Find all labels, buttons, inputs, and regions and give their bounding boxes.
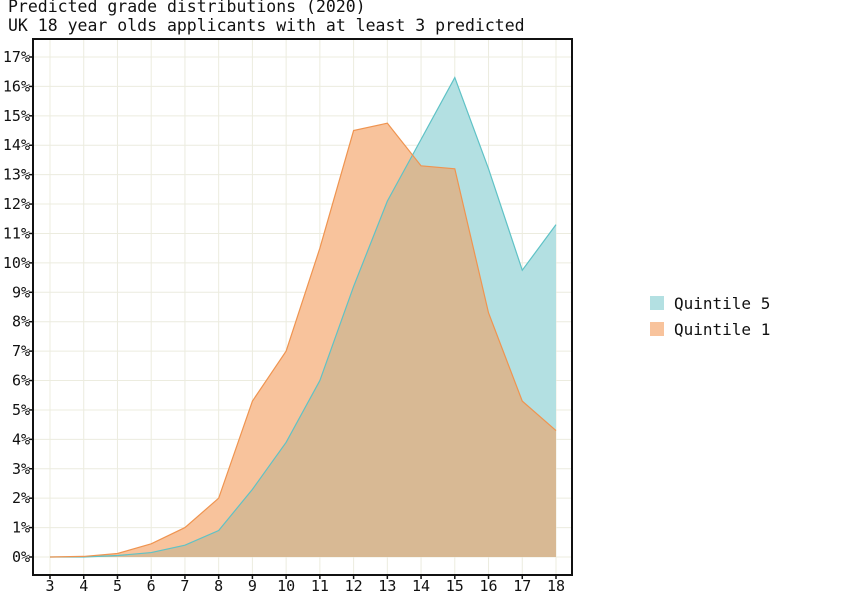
- y-tick-label: 16%: [3, 77, 30, 95]
- area-overlap: [50, 123, 556, 557]
- x-tick-label: 11: [311, 577, 329, 595]
- x-tick-label: 6: [147, 577, 156, 595]
- y-tick-label: 10%: [3, 254, 30, 272]
- axis-layer: 0% 1% 2% 3% 4% 5% 6% 7% 8% 9% 10% 11% 12% 13% 14% 15% 16…: [3, 38, 573, 595]
- x-tick-label: 16: [480, 577, 498, 595]
- x-tick-label: 4: [79, 577, 88, 595]
- x-tick-label: 15: [446, 577, 464, 595]
- plot-frame: [32, 38, 573, 576]
- legend-item-quintile-1[interactable]: Quintile 1: [650, 316, 770, 342]
- y-tick-label: 15%: [3, 107, 30, 125]
- y-tick-label: 6%: [12, 372, 30, 390]
- legend: Quintile 5 Quintile 1: [650, 290, 770, 342]
- x-tick-label: 13: [378, 577, 396, 595]
- x-tick-label: 12: [345, 577, 363, 595]
- x-tick-label: 10: [277, 577, 295, 595]
- x-tick-label: 14: [412, 577, 430, 595]
- y-tick-label: 17%: [3, 48, 30, 66]
- y-tick-label: 12%: [3, 195, 30, 213]
- legend-swatch-quintile-1: [650, 322, 664, 336]
- y-tick-label: 9%: [12, 283, 30, 301]
- y-tick-label: 8%: [12, 313, 30, 331]
- y-tick-label: 5%: [12, 401, 30, 419]
- y-tick-label: 4%: [12, 430, 30, 448]
- x-tick-label: 3: [45, 577, 54, 595]
- x-tick-label: 9: [248, 577, 257, 595]
- x-tick-label: 17: [513, 577, 531, 595]
- y-tick-label: 7%: [12, 342, 30, 360]
- x-tick-label: 18: [547, 577, 565, 595]
- legend-label-quintile-5: Quintile 5: [674, 293, 771, 313]
- chart-title: Predicted grade distributions (2020): [8, 0, 366, 16]
- y-tick-label: 1%: [12, 519, 30, 537]
- line-quintile-5: [50, 76, 557, 558]
- legend-swatch-quintile-5: [650, 296, 664, 310]
- x-tick-label: 8: [214, 577, 223, 595]
- x-tick-label: 5: [113, 577, 122, 595]
- y-tick-label: 3%: [12, 460, 30, 478]
- line-quintile-1: [49, 122, 557, 558]
- chart-subtitle: UK 18 year olds applicants with at least…: [8, 16, 525, 35]
- x-tick-label: 7: [180, 577, 189, 595]
- area-layer: [49, 76, 557, 558]
- y-tick-label: 0%: [12, 548, 30, 566]
- y-tick-label: 2%: [12, 489, 30, 507]
- legend-label-quintile-1: Quintile 1: [674, 319, 771, 339]
- y-tick-label: 13%: [3, 166, 30, 184]
- y-tick-label: 14%: [3, 136, 30, 154]
- legend-item-quintile-5[interactable]: Quintile 5: [650, 290, 770, 316]
- title-block: Predicted grade distributions (2020) UK …: [8, 0, 525, 35]
- y-tick-label: 11%: [3, 224, 30, 242]
